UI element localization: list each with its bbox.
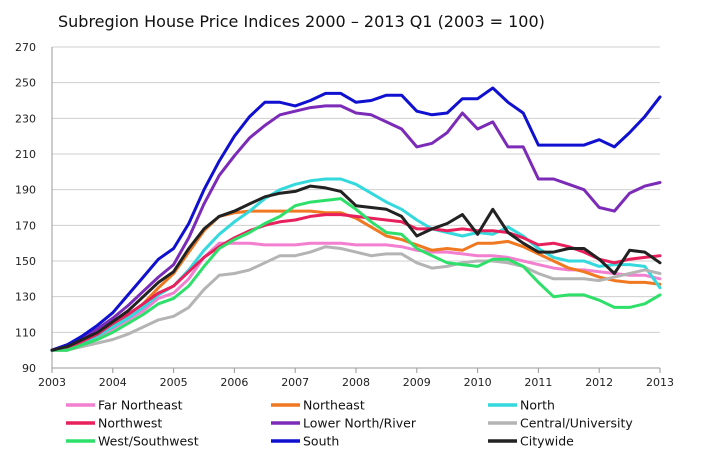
x-tick-label: 2004: [99, 376, 127, 389]
series-line-central-university: [50, 245, 662, 352]
y-tick-label: 250: [15, 77, 36, 90]
x-tick-label: 2003: [38, 376, 66, 389]
legend-label-far-northeast: Far Northeast: [98, 398, 183, 413]
x-tick-label: 2007: [281, 376, 309, 389]
series-line-west-southwest: [50, 197, 662, 352]
y-tick-label: 270: [15, 41, 36, 54]
y-tick-label: 210: [15, 148, 36, 161]
chart-title: Subregion House Price Indices 2000 – 201…: [58, 12, 545, 31]
series-line-citywide: [50, 184, 662, 352]
series-line-north: [50, 177, 662, 352]
series-line-south: [50, 86, 662, 352]
series-line-far-northeast: [50, 241, 662, 352]
y-tick-label: 170: [15, 219, 36, 232]
x-tick-label: 2010: [464, 376, 492, 389]
y-tick-label: 130: [15, 291, 36, 304]
series-line-lower-north-river: [50, 104, 662, 352]
x-tick-label: 2009: [403, 376, 431, 389]
series-lines: [50, 86, 662, 352]
legend-label-northeast: Northeast: [303, 398, 365, 413]
y-tick-label: 230: [15, 112, 36, 125]
y-tick-label: 150: [15, 255, 36, 268]
y-tick-label: 90: [22, 362, 36, 375]
legend-label-lower-north-river: Lower North/River: [303, 416, 417, 431]
x-tick-label: 2005: [160, 376, 188, 389]
x-tick-label: 2006: [220, 376, 248, 389]
legend: Far Northeast Northeast North Northwest Lowe…: [66, 398, 633, 449]
series-line-northwest: [50, 213, 662, 352]
x-tick-label: 2012: [585, 376, 613, 389]
legend-label-northwest: Northwest: [98, 416, 162, 431]
axes: 90 110 130 150 170 190 210 230 250 270 2003 2004 200…: [15, 41, 674, 389]
x-tick-label: 2013: [646, 376, 674, 389]
legend-label-north: North: [520, 398, 555, 413]
series-line-northeast: [50, 209, 662, 352]
x-tick-label: 2011: [524, 376, 552, 389]
y-tick-label: 190: [15, 184, 36, 197]
y-tick-label: 110: [15, 326, 36, 339]
x-tick-label: 2008: [342, 376, 370, 389]
legend-label-citywide: Citywide: [520, 434, 574, 449]
legend-label-west-southwest: West/Southwest: [98, 434, 199, 449]
legend-label-central-university: Central/University: [520, 416, 633, 431]
legend-label-south: South: [303, 434, 339, 449]
